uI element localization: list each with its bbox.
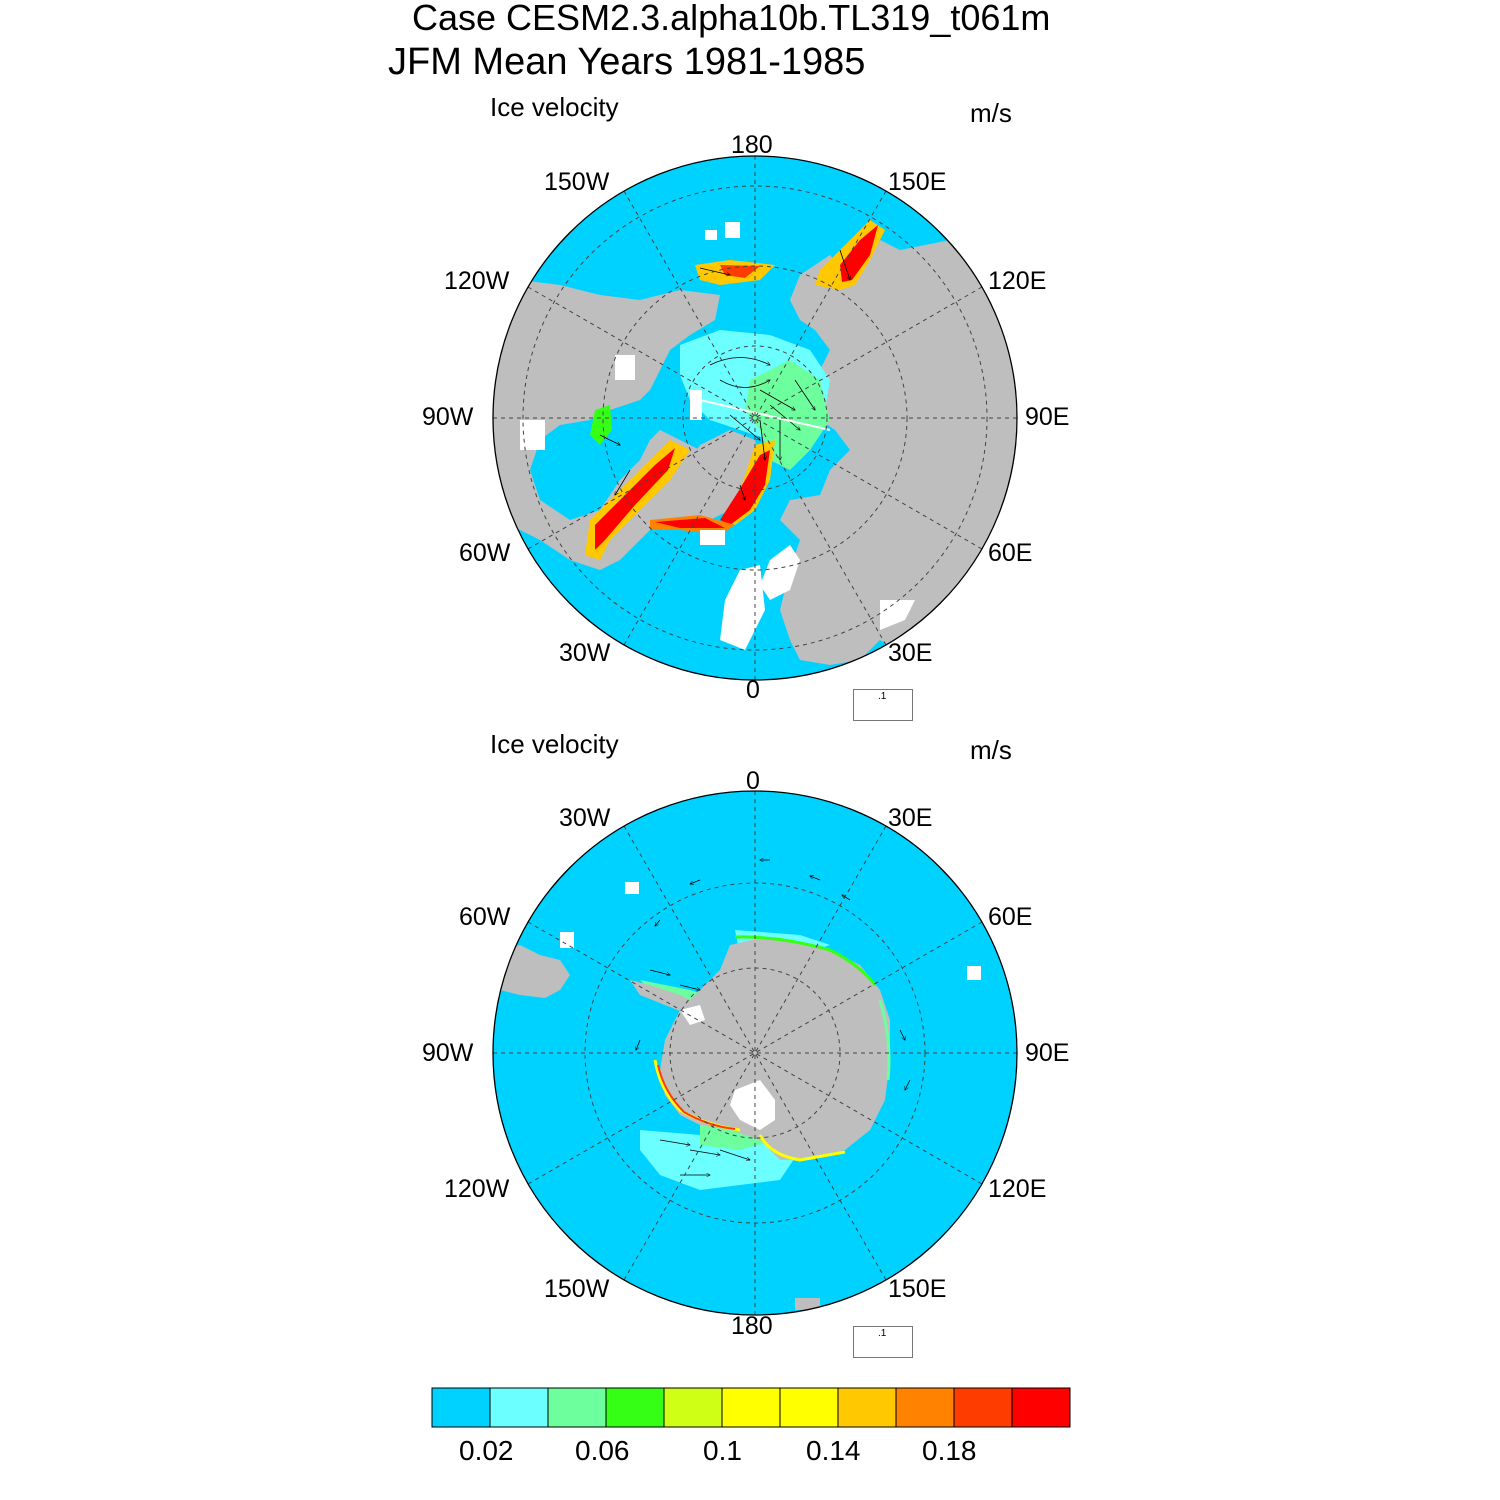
north-lon-label: 120W [444,267,510,295]
north-lon-label: 180 [731,131,773,159]
colorbar-label: 0.02 [459,1435,514,1466]
colorbar-label: 0.06 [575,1435,630,1466]
north-lon-label: 30W [559,639,611,667]
eurasia-land [780,240,1017,665]
south-lon-label: 0 [746,767,760,795]
south-lon-label: 120E [988,1175,1047,1203]
south-panel-units: m/s [970,735,1012,765]
north-lon-label: 0 [746,676,760,704]
north-graticule [493,156,1017,680]
north-polar-map [493,156,1017,680]
north-lon-label: 90W [422,403,474,431]
north-map-border [492,155,1018,681]
north-panel-units: m/s [970,98,1012,128]
south-lon-label: 90W [422,1039,474,1067]
south-graticule [493,791,1017,1315]
north-panel-label: Ice velocity [490,92,619,122]
south-lon-label: 60W [459,903,511,931]
south-lon-label: 180 [731,1312,773,1340]
south-lon-label: 60E [988,903,1033,931]
antarctica-land [660,938,890,1160]
north-lon-label: 60E [988,539,1033,567]
north-ref-vector-label: .1 [878,691,887,702]
south-lon-label: 90E [1025,1039,1070,1067]
north-lon-label: 150E [888,168,947,196]
south-lon-label: 120W [444,1175,510,1203]
south-america-land [500,945,570,998]
colorbar-label: 0.18 [922,1435,977,1466]
north-ref-vector-box: .1 [853,689,913,721]
north-lon-label: 150W [544,168,610,196]
figure-title-period: JFM Mean Years 1981-1985 [388,41,866,83]
north-lon-label: 120E [988,267,1047,295]
south-panel-label: Ice velocity [490,729,619,759]
north-lon-label: 60W [459,539,511,567]
south-ref-vector-box: .1 [853,1326,913,1358]
south-lon-label: 150W [544,1275,610,1303]
north-lon-label: 90E [1025,403,1070,431]
south-ref-vector-label: .1 [878,1328,887,1339]
south-map-border [492,790,1018,1316]
north-lon-label: 30E [888,639,933,667]
colorbar-label: 0.14 [806,1435,861,1466]
south-lon-label: 150E [888,1275,947,1303]
south-lon-label: 30W [559,804,611,832]
figure-title-case: Case CESM2.3.alpha10b.TL319_t061m [412,0,1051,38]
south-polar-map [493,791,1017,1315]
south-lon-label: 30E [888,804,933,832]
colorbar-label: 0.1 [703,1435,742,1466]
